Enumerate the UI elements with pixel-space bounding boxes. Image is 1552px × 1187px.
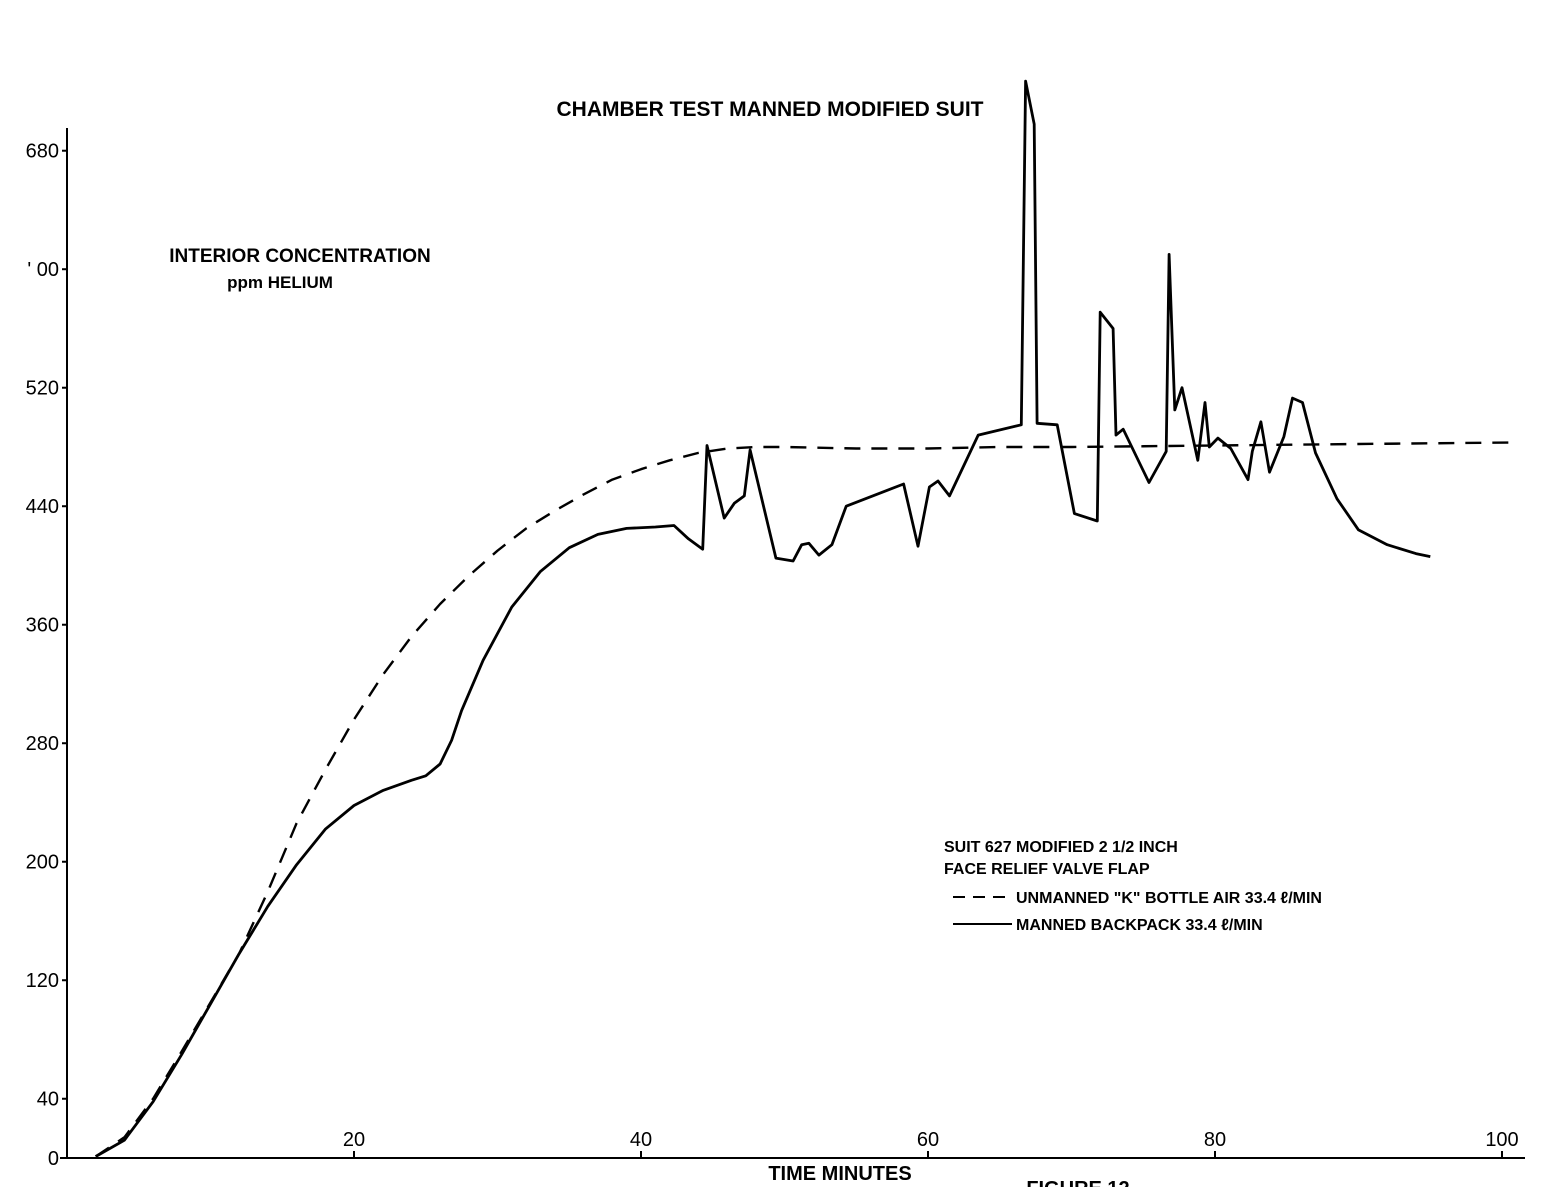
tick-marks: 20 40 60 80 100 0 40 120 200 280 360 440 520 ' 00 680 — [26, 141, 1519, 1170]
y-tick-label: 280 — [26, 733, 59, 755]
y-tick-label: 40 — [37, 1089, 59, 1111]
legend: UNMANNED "K" BOTTLE AIR 33.4 ℓ/MIN MANNE… — [953, 890, 1322, 934]
x-tick-label: 20 — [343, 1129, 365, 1151]
y-tick-label: 0 — [48, 1148, 59, 1170]
note-line-1: SUIT 627 MODIFIED 2 1/2 INCH — [944, 839, 1178, 856]
figure-caption: FIGURE 12 — [1026, 1178, 1129, 1187]
y-tick-label: 440 — [26, 496, 59, 518]
y-axis-label-line1: INTERIOR CONCENTRATION — [169, 246, 430, 267]
series-line-unmanned — [95, 441, 1517, 1158]
legend-label-unmanned: UNMANNED "K" BOTTLE AIR 33.4 ℓ/MIN — [1016, 890, 1322, 907]
x-tick-label: 40 — [630, 1129, 652, 1151]
x-tick-label: 60 — [917, 1129, 939, 1151]
y-tick-label: ' 00 — [27, 259, 59, 281]
legend-label-manned: MANNED BACKPACK 33.4 ℓ/MIN — [1016, 917, 1263, 934]
series-group — [95, 79, 1517, 1158]
y-tick-label: 680 — [26, 141, 59, 163]
x-tick-label: 100 — [1485, 1129, 1518, 1151]
y-tick-label: 120 — [26, 970, 59, 992]
y-axis-label-line2: ppm HELIUM — [227, 273, 333, 292]
chart-title: CHAMBER TEST MANNED MODIFIED SUIT — [557, 98, 984, 121]
y-tick-label: 200 — [26, 852, 59, 874]
note-line-2: FACE RELIEF VALVE FLAP — [944, 861, 1150, 878]
y-tick-label: 360 — [26, 615, 59, 637]
y-tick-label: 520 — [26, 378, 59, 400]
x-tick-label: 80 — [1204, 1129, 1226, 1151]
x-axis-label: TIME MINUTES — [768, 1163, 911, 1185]
series-line-manned — [95, 79, 1431, 1158]
